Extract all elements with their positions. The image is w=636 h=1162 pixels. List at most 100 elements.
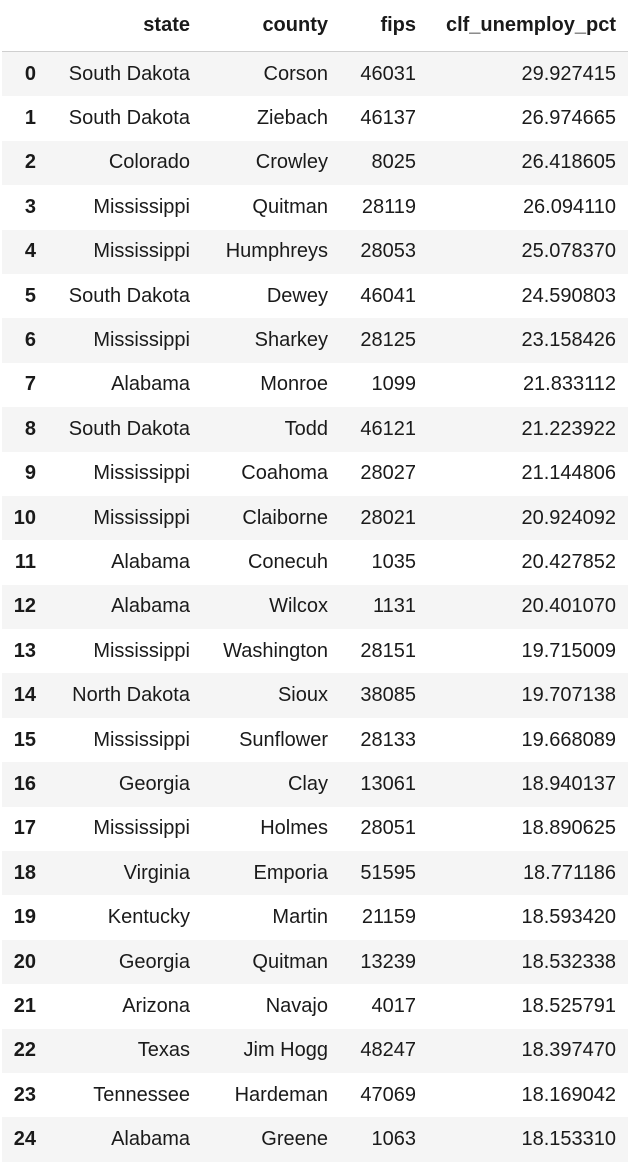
cell-fips: 13061 <box>360 772 416 795</box>
row-index: 9 <box>24 462 36 485</box>
cell-clf-unemploy-pct: 18.525791 <box>521 994 616 1017</box>
cell-clf-unemploy-pct: 26.418605 <box>521 151 616 174</box>
cell-state: Mississippi <box>93 506 190 529</box>
cell-county: Corson <box>263 62 328 85</box>
cell-fips: 48247 <box>360 1039 416 1062</box>
column-header-index <box>2 0 46 52</box>
cell-county: Washington <box>223 639 328 662</box>
column-header-clf-unemploy-pct: clf_unemploy_pct <box>426 0 628 52</box>
cell-clf-unemploy-pct: 26.974665 <box>521 107 616 130</box>
cell-fips: 28133 <box>360 728 416 751</box>
cell-county: Claiborne <box>242 506 328 529</box>
row-index: 1 <box>24 107 36 130</box>
table-row: 13 Mississippi Washington 28151 19.715009 <box>2 629 628 674</box>
row-index: 20 <box>13 950 36 973</box>
cell-clf-unemploy-pct: 18.593420 <box>521 906 616 929</box>
row-index: 14 <box>13 684 36 707</box>
row-index: 11 <box>14 550 36 573</box>
row-index: 0 <box>24 62 36 85</box>
cell-county: Jim Hogg <box>243 1039 328 1062</box>
cell-clf-unemploy-pct: 20.924092 <box>521 506 616 529</box>
table-row: 15 Mississippi Sunflower 28133 19.668089 <box>2 717 628 763</box>
row-index: 10 <box>13 506 36 529</box>
row-index: 4 <box>24 240 36 263</box>
cell-clf-unemploy-pct: 20.427852 <box>521 550 616 573</box>
cell-state: Colorado <box>108 151 190 174</box>
cell-state: Tennessee <box>93 1083 190 1106</box>
cell-clf-unemploy-pct: 19.668089 <box>521 728 616 751</box>
table-row: 18 Virginia Emporia 51595 18.771186 <box>2 851 628 896</box>
table-body: 0 South Dakota Corson 46031 29.927415 1 South … <box>2 51 628 1162</box>
cell-state: Mississippi <box>93 195 190 218</box>
cell-clf-unemploy-pct: 18.397470 <box>521 1039 616 1062</box>
cell-state: Alabama <box>111 1128 190 1151</box>
row-index: 23 <box>13 1083 36 1106</box>
cell-county: Emporia <box>253 861 328 884</box>
cell-county: Coahoma <box>241 462 328 485</box>
row-index: 7 <box>24 373 36 396</box>
table-row: 3 Mississippi Quitman 28119 26.094110 <box>2 185 628 230</box>
table-row: 10 Mississippi Claiborne 28021 20.924092 <box>2 495 628 541</box>
cell-county: Sharkey <box>254 329 328 352</box>
cell-fips: 38085 <box>360 684 416 707</box>
table-row: 0 South Dakota Corson 46031 29.927415 <box>2 51 628 97</box>
cell-county: Holmes <box>260 817 328 840</box>
row-index: 18 <box>13 861 36 884</box>
cell-county: Quitman <box>252 195 328 218</box>
table-row: 6 Mississippi Sharkey 28125 23.158426 <box>2 318 628 363</box>
cell-state: Mississippi <box>93 728 190 751</box>
cell-fips: 1131 <box>372 595 416 618</box>
row-index: 12 <box>13 595 36 618</box>
cell-county: Dewey <box>266 284 328 307</box>
table-row: 19 Kentucky Martin 21159 18.593420 <box>2 895 628 940</box>
cell-state: Mississippi <box>93 462 190 485</box>
cell-state: Georgia <box>118 950 190 973</box>
cell-county: Sunflower <box>239 728 328 751</box>
cell-county: Wilcox <box>269 595 328 618</box>
cell-fips: 8025 <box>371 151 417 174</box>
cell-clf-unemploy-pct: 19.707138 <box>521 684 616 707</box>
table-row: 2 Colorado Crowley 8025 26.418605 <box>2 140 628 186</box>
row-index: 13 <box>13 639 36 662</box>
cell-clf-unemploy-pct: 21.833112 <box>522 373 616 396</box>
cell-fips: 46137 <box>360 107 416 130</box>
cell-fips: 21159 <box>361 906 416 929</box>
cell-state: Texas <box>137 1039 190 1062</box>
cell-fips: 28151 <box>360 639 416 662</box>
cell-clf-unemploy-pct: 18.890625 <box>521 817 616 840</box>
row-index: 21 <box>13 994 36 1017</box>
cell-state: Mississippi <box>93 639 190 662</box>
table-row: 9 Mississippi Coahoma 28027 21.144806 <box>2 451 628 496</box>
cell-fips: 28027 <box>360 462 416 485</box>
row-index: 5 <box>24 284 36 307</box>
cell-clf-unemploy-pct: 18.153310 <box>521 1128 616 1151</box>
cell-clf-unemploy-pct: 25.078370 <box>521 240 616 263</box>
cell-state: South Dakota <box>68 107 190 130</box>
cell-fips: 1099 <box>371 373 417 396</box>
cell-state: Georgia <box>118 772 190 795</box>
cell-clf-unemploy-pct: 19.715009 <box>521 639 616 662</box>
cell-fips: 13239 <box>360 950 416 973</box>
row-index: 17 <box>13 817 36 840</box>
table-row: 7 Alabama Monroe 1099 21.833112 <box>2 362 628 408</box>
cell-clf-unemploy-pct: 18.940137 <box>521 772 616 795</box>
row-index: 22 <box>13 1039 36 1062</box>
cell-fips: 1035 <box>371 550 417 573</box>
cell-state: Alabama <box>111 595 190 618</box>
cell-county: Greene <box>261 1128 328 1151</box>
table-row: 14 North Dakota Sioux 38085 19.707138 <box>2 673 628 718</box>
cell-clf-unemploy-pct: 18.532338 <box>521 950 616 973</box>
cell-county: Hardeman <box>234 1083 328 1106</box>
cell-clf-unemploy-pct: 21.223922 <box>521 417 616 440</box>
cell-county: Crowley <box>255 151 328 174</box>
cell-fips: 4017 <box>371 994 417 1017</box>
cell-state: Alabama <box>111 373 190 396</box>
row-index: 16 <box>13 772 36 795</box>
table-row: 16 Georgia Clay 13061 18.940137 <box>2 762 628 807</box>
row-index: 19 <box>13 906 36 929</box>
cell-fips: 28125 <box>360 329 416 352</box>
row-index: 8 <box>24 417 36 440</box>
row-index: 3 <box>24 195 36 218</box>
cell-state: North Dakota <box>72 684 190 707</box>
